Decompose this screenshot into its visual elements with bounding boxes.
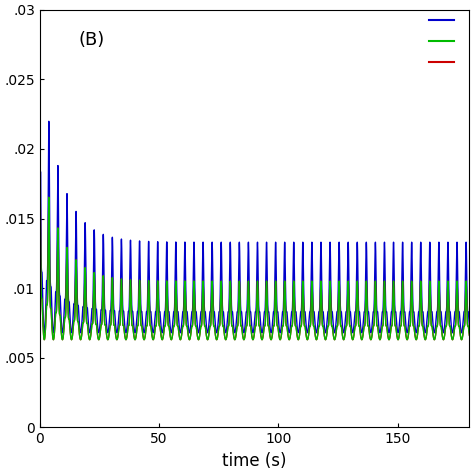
X-axis label: time (s): time (s) — [222, 452, 287, 470]
full simulation — [58, 322, 64, 328]
quadratic QSS app — [37, 146, 43, 152]
linear QSS approx — [46, 118, 52, 124]
Line: full simulation: full simulation — [40, 197, 469, 428]
linear QSS approx — [186, 328, 192, 334]
quadratic QSS app — [245, 305, 250, 310]
linear QSS approx — [245, 280, 250, 286]
linear QSS approx — [443, 309, 449, 315]
full simulation — [389, 323, 394, 329]
full simulation — [46, 194, 52, 200]
full simulation — [186, 336, 192, 342]
linear QSS approx — [37, 425, 43, 430]
quadratic QSS app — [391, 296, 397, 301]
Text: (B): (B) — [78, 30, 105, 48]
quadratic QSS app — [186, 336, 192, 342]
Legend: , , : , , — [424, 8, 471, 75]
Line: linear QSS approx: linear QSS approx — [40, 121, 469, 428]
full simulation — [245, 305, 250, 310]
linear QSS approx — [389, 309, 394, 315]
full simulation — [37, 425, 43, 430]
quadratic QSS app — [41, 337, 47, 343]
full simulation — [466, 332, 472, 338]
quadratic QSS app — [443, 323, 449, 329]
quadratic QSS app — [466, 332, 472, 338]
full simulation — [391, 296, 397, 301]
quadratic QSS app — [389, 323, 394, 329]
quadratic QSS app — [58, 322, 64, 328]
Line: quadratic QSS app: quadratic QSS app — [40, 149, 469, 340]
linear QSS approx — [466, 323, 472, 329]
linear QSS approx — [58, 307, 64, 313]
full simulation — [443, 323, 449, 329]
linear QSS approx — [391, 266, 397, 272]
